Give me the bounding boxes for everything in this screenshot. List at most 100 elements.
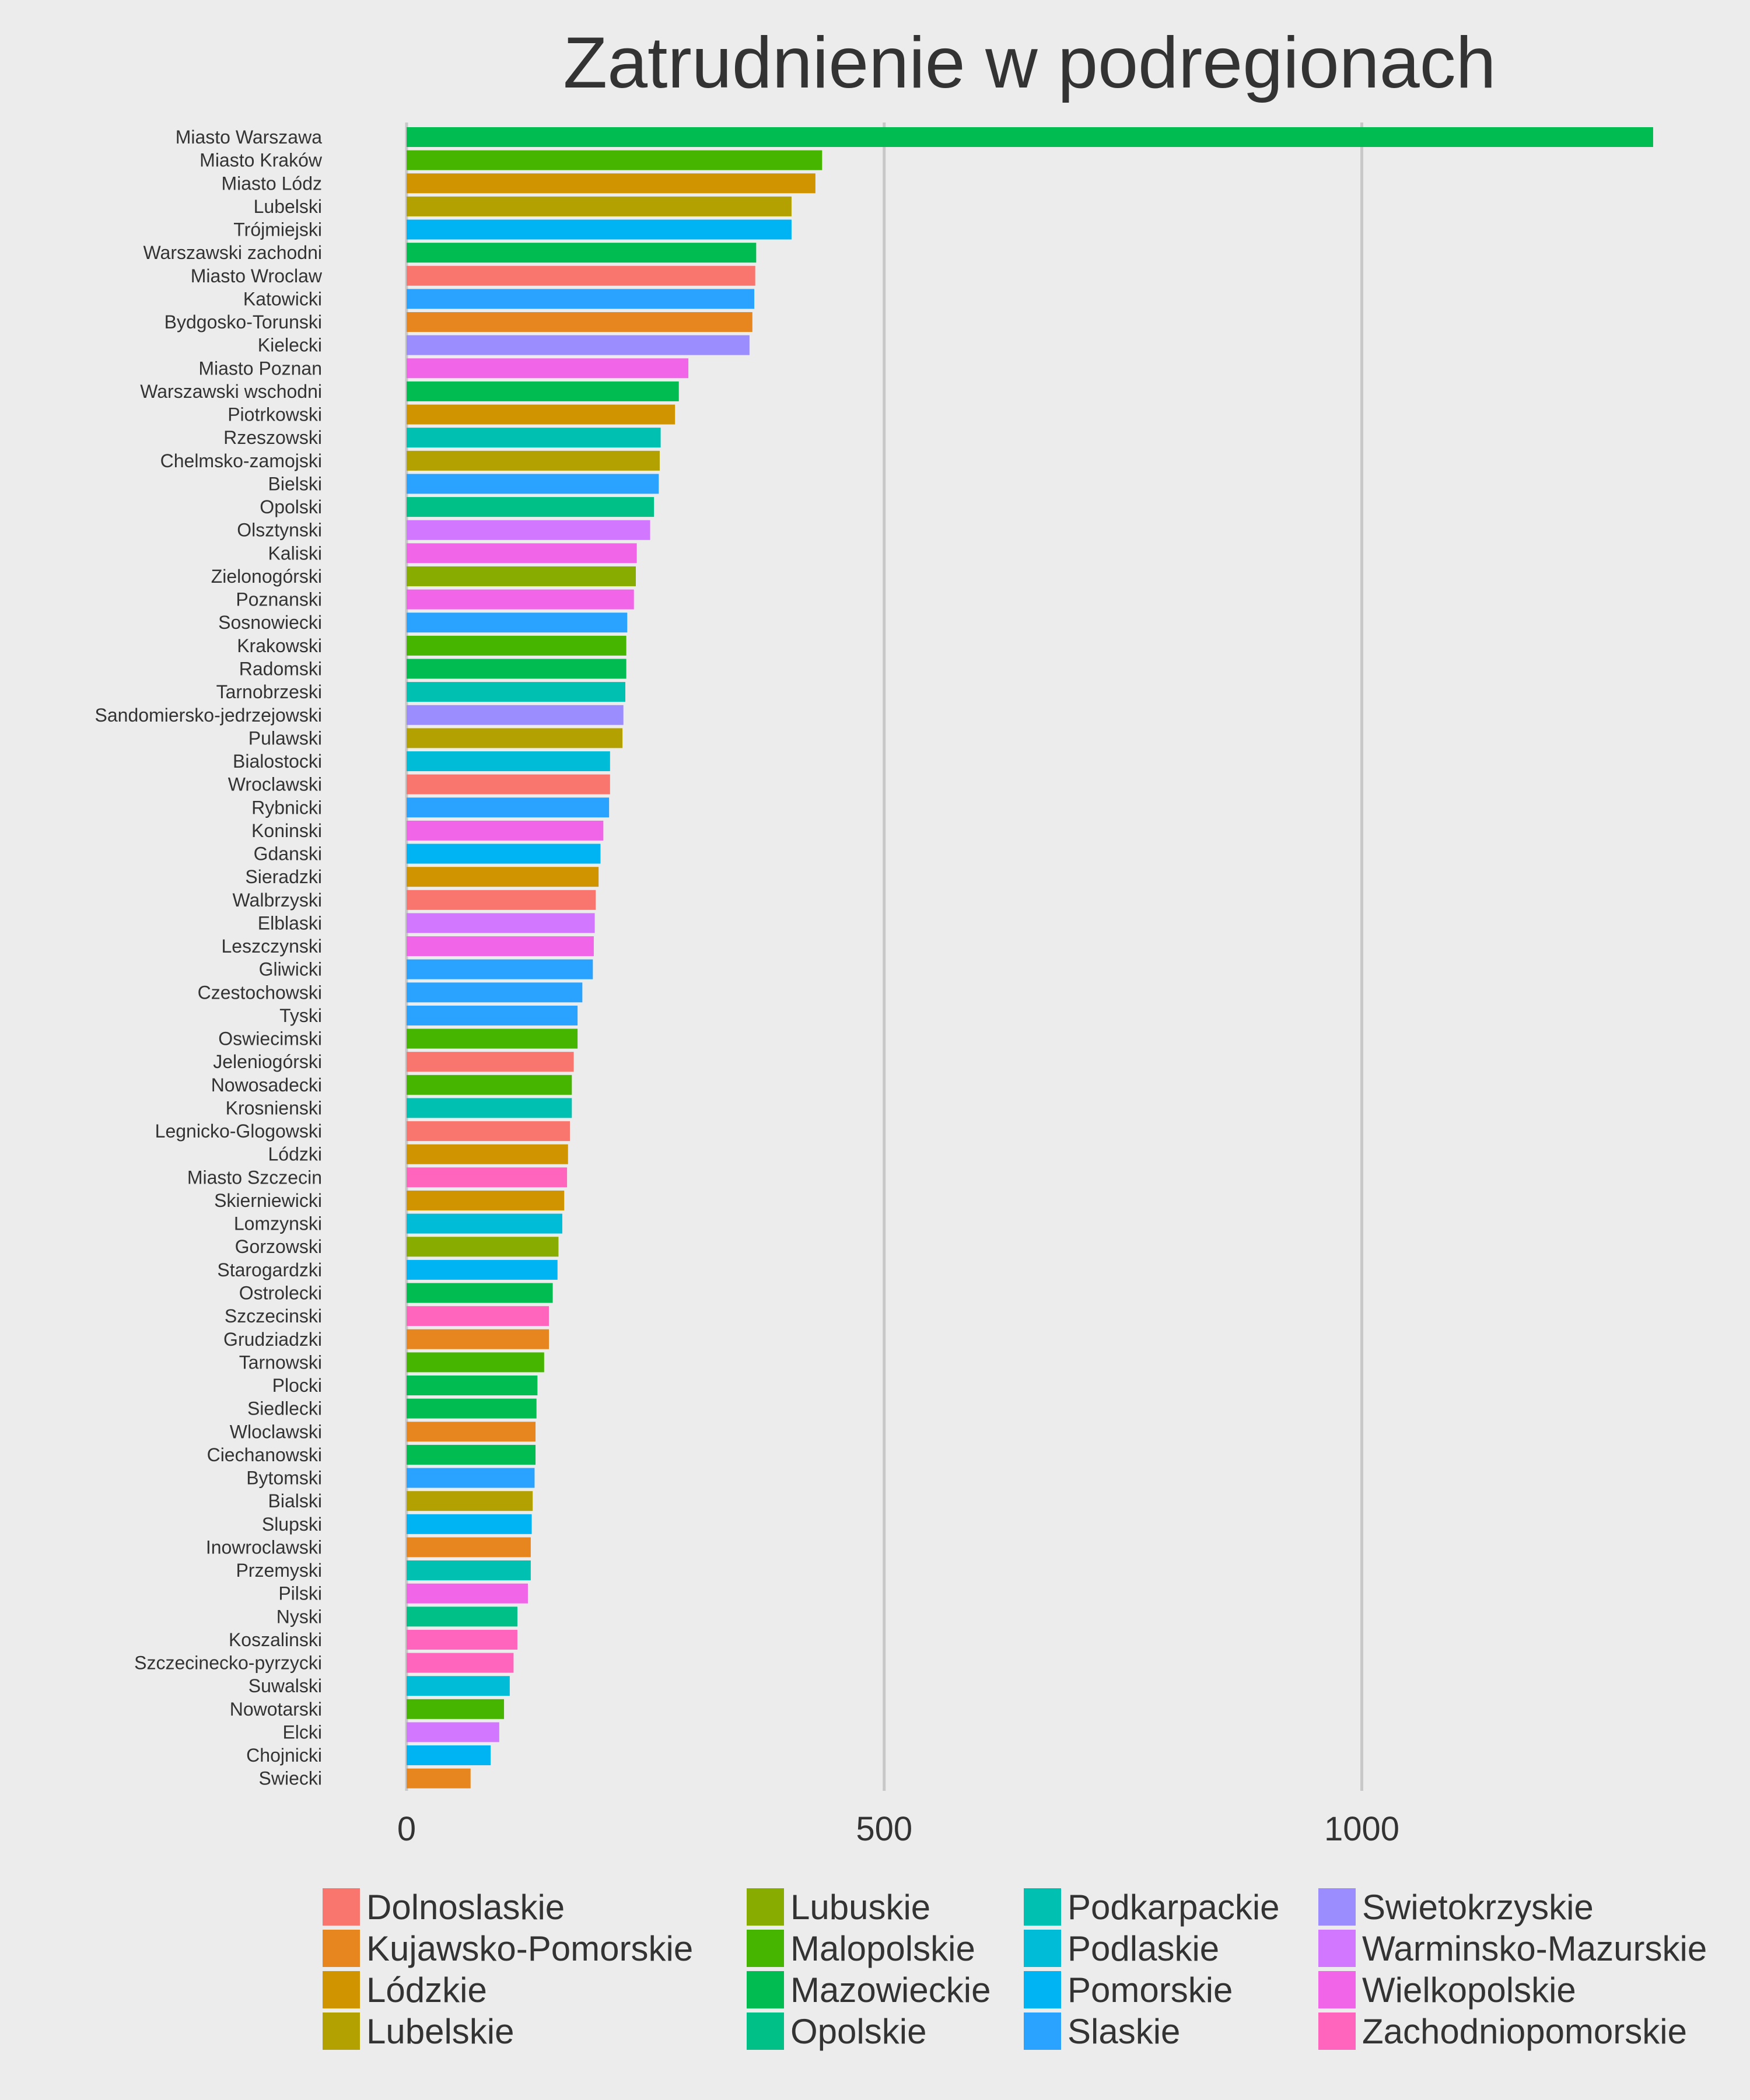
bar-elcki (407, 1722, 499, 1742)
category-label-szczecinecko-pyrzycki: Szczecinecko-pyrzycki (134, 1653, 322, 1674)
category-label-sandomiersko-jedrzejowski: Sandomiersko-jedrzejowski (95, 705, 322, 726)
category-label-bialostocki: Bialostocki (233, 751, 322, 772)
category-label-szczecinski: Szczecinski (225, 1306, 322, 1326)
category-label-rzeszowski: Rzeszowski (223, 427, 322, 448)
category-label-miasto-krakow: Miasto Kraków (200, 150, 323, 171)
legend-swatch-mazowieckie (747, 1971, 784, 2008)
bar-bialski (407, 1491, 533, 1511)
bar-oswiecimski (407, 1028, 578, 1049)
bar-nowosadecki (407, 1074, 572, 1095)
category-label-katowicki: Katowicki (243, 288, 322, 309)
legend-label-podkarpackie: Podkarpackie (1068, 1888, 1280, 1927)
bar-elblaski (407, 913, 595, 933)
category-label-skierniewicki: Skierniewicki (214, 1190, 322, 1211)
legend-label-lodzkie: Lódzkie (366, 1971, 487, 2010)
category-label-gdanski: Gdanski (254, 844, 322, 864)
chart-title: Zatrudnienie w podregionach (563, 23, 1496, 103)
category-label-sosnowiecki: Sosnowiecki (218, 612, 322, 633)
bar-miasto-krakow (407, 150, 822, 170)
legend-swatch-slaskie (1024, 2013, 1061, 2050)
bar-starogardzki (407, 1259, 558, 1280)
bar-rzeszowski (407, 428, 661, 448)
bar-wloclawski (407, 1422, 536, 1442)
category-label-jeleniogorski: Jeleniogórski (213, 1051, 322, 1072)
legend-label-lubuskie: Lubuskie (790, 1888, 930, 1927)
category-label-kielecki: Kielecki (258, 335, 322, 356)
category-label-miasto-warszawa: Miasto Warszawa (176, 127, 323, 148)
category-label-koninski: Koninski (251, 820, 322, 841)
bar-kaliski (407, 543, 637, 564)
bar-zielonogorski (407, 566, 636, 586)
bar-tyski (407, 1005, 578, 1026)
category-label-swiecki: Swiecki (259, 1768, 322, 1789)
legend-item-swietokrzyskie: Swietokrzyskie (1318, 1888, 1594, 1927)
bar-trojmiejski (407, 219, 792, 240)
bar-czestochowski (407, 982, 583, 1003)
category-label-plocki: Plocki (272, 1375, 322, 1396)
category-label-olsztynski: Olsztynski (237, 520, 322, 541)
bar-lomzynski (407, 1213, 562, 1234)
category-label-suwalski: Suwalski (249, 1675, 322, 1696)
bar-legnicko-glogowski (407, 1121, 570, 1142)
legend-item-malopolskie: Malopolskie (747, 1929, 975, 1968)
category-label-trojmiejski: Trójmiejski (233, 219, 322, 240)
category-label-krosnienski: Krosnienski (226, 1097, 322, 1118)
bar-poznanski (407, 589, 634, 610)
category-label-tarnobrzeski: Tarnobrzeski (216, 681, 322, 702)
category-label-miasto-szczecin: Miasto Szczecin (187, 1167, 322, 1188)
x-tick-label-0: 0 (397, 1810, 416, 1848)
category-label-tyski: Tyski (279, 1005, 322, 1026)
category-label-chojnicki: Chojnicki (246, 1745, 322, 1766)
legend-label-pomorskie: Pomorskie (1068, 1971, 1233, 2010)
legend-item-opolskie: Opolskie (747, 2012, 926, 2051)
bar-wroclawski (407, 774, 610, 794)
bar-krakowski (407, 635, 626, 656)
bar-pilski (407, 1583, 528, 1604)
bar-sandomiersko-jedrzejowski (407, 705, 624, 725)
category-label-miasto-poznan: Miasto Poznan (198, 358, 322, 379)
legend-item-podlaskie: Podlaskie (1024, 1929, 1219, 1968)
category-label-przemyski: Przemyski (236, 1560, 322, 1581)
x-tick-label-500: 500 (856, 1810, 912, 1848)
legend-swatch-podlaskie (1024, 1930, 1061, 1967)
bar-slupski (407, 1514, 532, 1534)
bar-jeleniogorski (407, 1052, 574, 1072)
bar-szczecinski (407, 1306, 549, 1326)
legend-swatch-podkarpackie (1024, 1888, 1061, 1926)
category-label-gorzowski: Gorzowski (235, 1236, 322, 1257)
legend-item-slaskie: Slaskie (1024, 2012, 1180, 2051)
bar-miasto-wroclaw (407, 265, 755, 286)
bar-tarnobrzeski (407, 682, 625, 702)
legend-item-pomorskie: Pomorskie (1024, 1971, 1233, 2010)
category-label-ciechanowski: Ciechanowski (207, 1444, 322, 1465)
bar-bielski (407, 474, 659, 494)
bar-gdanski (407, 844, 601, 864)
legend-swatch-pomorskie (1024, 1971, 1061, 2008)
legend-label-swietokrzyskie: Swietokrzyskie (1362, 1888, 1594, 1927)
bar-szczecinecko-pyrzycki (407, 1653, 514, 1673)
legend-label-slaskie: Slaskie (1068, 2012, 1180, 2051)
category-label-nowotarski: Nowotarski (230, 1699, 322, 1720)
category-label-nowosadecki: Nowosadecki (211, 1074, 322, 1096)
legend-swatch-lubelskie (323, 2013, 360, 2050)
legend-swatch-lubuskie (747, 1888, 784, 1926)
category-label-grudziadzki: Grudziadzki (223, 1329, 322, 1350)
legend-item-wielkopolskie: Wielkopolskie (1318, 1971, 1576, 2010)
category-label-elblaski: Elblaski (258, 912, 322, 933)
bar-koninski (407, 820, 604, 841)
legend-swatch-kujawsko-pomorskie (323, 1930, 360, 1967)
category-label-miasto-lodz: Miasto Lódz (221, 173, 322, 194)
category-label-opolski: Opolski (260, 496, 322, 517)
legend-label-opolskie: Opolskie (790, 2012, 926, 2051)
category-label-miasto-wroclaw: Miasto Wroclaw (191, 265, 323, 286)
legend-label-mazowieckie: Mazowieckie (790, 1971, 991, 2010)
category-label-bielski: Bielski (268, 473, 322, 494)
legend-label-zachodniopomorskie: Zachodniopomorskie (1362, 2012, 1687, 2051)
category-label-nyski: Nyski (276, 1606, 322, 1627)
bar-przemyski (407, 1560, 531, 1581)
category-label-warszawski-wschodni: Warszawski wschodni (140, 381, 322, 402)
legend-label-kujawsko-pomorskie: Kujawsko-Pomorskie (366, 1929, 693, 1968)
category-label-kaliski: Kaliski (268, 542, 322, 564)
